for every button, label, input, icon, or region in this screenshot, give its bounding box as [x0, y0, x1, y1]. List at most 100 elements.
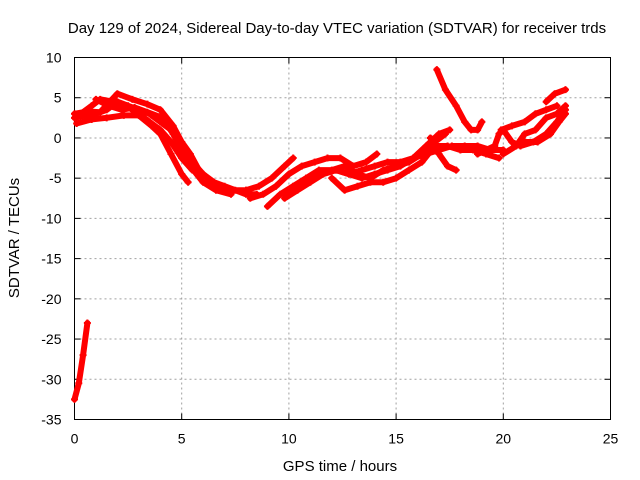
data-point	[203, 174, 211, 182]
data-point	[371, 170, 379, 178]
data-point	[542, 98, 550, 106]
data-point	[467, 126, 475, 134]
series-17	[521, 110, 569, 146]
data-point	[328, 174, 336, 182]
data-point	[482, 146, 490, 154]
data-point	[263, 202, 271, 210]
data-point	[452, 102, 460, 110]
y-tick-label: -10	[41, 210, 61, 226]
data-point	[534, 138, 542, 146]
data-point	[354, 182, 362, 190]
series-16	[497, 102, 561, 134]
data-point	[495, 154, 503, 162]
data-point	[103, 114, 111, 122]
data-point	[521, 118, 529, 126]
data-point	[478, 118, 486, 126]
data-point	[452, 166, 460, 174]
data-point	[73, 119, 81, 127]
plot-frame	[74, 57, 611, 420]
data-point	[384, 158, 392, 166]
y-tick-label: -5	[49, 170, 62, 186]
x-tick-label: 25	[603, 431, 619, 447]
series-13	[433, 66, 486, 134]
series-5	[92, 95, 235, 198]
data-point	[281, 194, 289, 202]
data-point	[212, 186, 220, 194]
data-point	[508, 122, 516, 130]
data-point	[379, 178, 387, 186]
data-point	[186, 150, 194, 158]
data-point	[289, 154, 297, 162]
data-point	[508, 138, 516, 146]
data-point	[531, 126, 539, 134]
data-point	[158, 114, 166, 122]
data-point	[461, 118, 469, 126]
data-point	[71, 110, 78, 118]
data-point	[551, 90, 559, 98]
y-tick-label: -35	[41, 412, 61, 428]
data-point	[371, 162, 379, 170]
data-point	[446, 126, 454, 134]
data-point	[521, 138, 529, 146]
series-15	[499, 102, 569, 158]
series-6	[242, 154, 297, 194]
data-point	[178, 146, 186, 154]
data-point	[341, 162, 349, 170]
data-point	[433, 66, 441, 74]
data-point	[105, 102, 113, 110]
data-point	[306, 178, 314, 186]
data-point	[88, 102, 96, 110]
data-point	[553, 102, 561, 110]
data-point	[88, 115, 96, 123]
data-point	[83, 319, 91, 327]
data-series	[71, 66, 569, 403]
data-point	[474, 150, 482, 158]
data-point	[546, 130, 554, 138]
data-point	[561, 86, 569, 94]
data-point	[143, 100, 151, 108]
data-point	[272, 182, 280, 190]
data-point	[131, 103, 139, 111]
series-line	[433, 66, 485, 133]
data-point	[302, 174, 310, 182]
y-tick-label: -20	[41, 291, 61, 307]
data-point	[315, 166, 323, 174]
x-tick-label: 5	[178, 431, 186, 447]
series-18	[542, 86, 569, 106]
data-point	[268, 174, 276, 182]
data-point	[448, 142, 456, 150]
data-point	[167, 138, 175, 146]
data-point	[444, 162, 452, 170]
data-point	[396, 158, 404, 166]
data-point	[561, 102, 569, 110]
data-point	[373, 150, 381, 158]
data-point	[561, 110, 569, 118]
series-7	[246, 150, 381, 202]
data-point	[392, 174, 400, 182]
data-point	[362, 158, 370, 166]
y-tick-label: -15	[41, 251, 61, 267]
data-point	[542, 114, 550, 122]
data-point	[319, 170, 327, 178]
y-tick-label: 0	[54, 130, 62, 146]
series-12	[426, 134, 460, 174]
data-point	[281, 162, 289, 170]
data-point	[156, 106, 164, 114]
data-point	[422, 142, 430, 150]
data-point	[555, 118, 563, 126]
data-point	[426, 134, 434, 142]
data-point	[120, 111, 128, 119]
data-point	[184, 178, 192, 186]
data-point	[199, 178, 207, 186]
data-point	[178, 170, 186, 178]
data-point	[405, 166, 413, 174]
data-point	[285, 170, 293, 178]
data-point	[96, 108, 104, 116]
data-point	[384, 166, 392, 174]
data-point	[497, 126, 505, 134]
data-point	[358, 174, 366, 182]
series-line	[281, 126, 453, 202]
data-point	[186, 162, 194, 170]
y-tick-label: 10	[46, 50, 62, 66]
